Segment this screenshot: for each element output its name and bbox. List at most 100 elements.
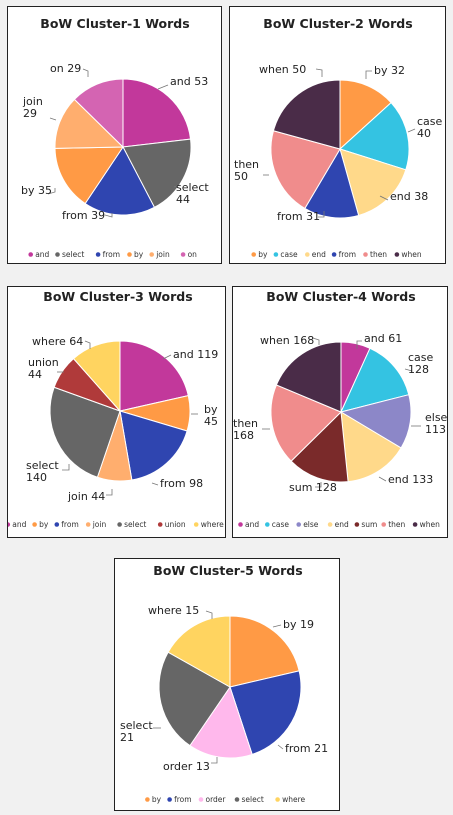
pie-slice-and: [122, 78, 192, 148]
legend-1: and select from by join on: [28, 250, 197, 259]
legend-marker-case: [265, 522, 270, 527]
legend-marker-and: [28, 252, 33, 257]
pie-slice-by: [229, 615, 300, 688]
pie-slice-select: [122, 138, 192, 208]
legend-label-by: by: [39, 520, 49, 529]
slice-label-by: by 32: [374, 64, 405, 77]
pie-slice-end: [340, 411, 402, 483]
legend-marker-by: [32, 522, 37, 527]
chart-title-3: BoW Cluster-3 Words: [43, 289, 192, 304]
chart-title-5: BoW Cluster-5 Words: [153, 563, 302, 578]
legend-label-from: from: [61, 520, 78, 529]
slice-label-when: when 50: [259, 63, 306, 76]
slice-label-sum: sum 128: [289, 481, 337, 494]
slice-label-else: else 113: [425, 411, 448, 436]
pie-chart-5: BoW Cluster-5 Words by 19 from 21 order 13…: [120, 563, 328, 804]
legend-marker-case: [273, 252, 279, 257]
legend-label-by: by: [134, 250, 144, 259]
slice-label-then: then 50: [234, 158, 259, 183]
legend-3: and by from join select union where: [8, 520, 224, 529]
chart-title-1: BoW Cluster-1 Words: [40, 16, 189, 31]
pie-slice-where: [72, 340, 121, 413]
leader-line-by: [272, 624, 282, 628]
leader-line-join: [106, 489, 113, 496]
leader-line-from: [104, 213, 113, 218]
legend-label-by: by: [152, 795, 162, 804]
pie-slice-select: [158, 651, 231, 747]
legend-label-and: and: [245, 520, 259, 529]
chart-panel-2: BoW Cluster-2 Words by 32 case 40 end 38 fro…: [229, 6, 446, 264]
legend-marker-by: [251, 252, 256, 257]
legend-label-sum: sum: [361, 520, 377, 529]
legend-marker-end: [327, 522, 333, 527]
pie-slice-when: [275, 341, 342, 413]
legend-label-case: case: [280, 250, 298, 259]
legend-label-from: from: [103, 250, 120, 259]
legend-marker-and: [238, 522, 243, 527]
chart-panel-4: BoW Cluster-4 Words and 61 case 128 else 113…: [232, 286, 448, 538]
pie-slice-then: [270, 130, 341, 210]
slice-label-where: where 64: [32, 335, 83, 348]
leader-line-when: [312, 337, 320, 345]
legend-marker-when: [412, 522, 418, 527]
slice-label-select: select 21: [120, 719, 153, 744]
legend-label-select: select: [242, 795, 264, 804]
slice-label-and: and 119: [173, 348, 218, 361]
legend-marker-from: [167, 797, 172, 802]
leader-line-from: [277, 744, 284, 750]
legend-label-join: join: [92, 520, 107, 529]
leader-line-end: [379, 195, 389, 201]
leader-line-by: [47, 188, 56, 195]
legend-label-join: join: [155, 250, 170, 259]
legend-label-when: when: [401, 250, 422, 259]
legend-marker-where: [275, 797, 280, 802]
slice-label-join: join 44: [67, 490, 105, 503]
leader-line-on: [82, 68, 89, 77]
leader-line-and: [157, 84, 169, 90]
slice-label-from: from 39: [62, 209, 105, 222]
slice-label-end: end 133: [388, 473, 433, 486]
legend-marker-when: [394, 252, 400, 257]
leader-line-by: [365, 70, 372, 79]
leader-line-case: [404, 368, 413, 372]
pie-slice-and: [119, 340, 189, 412]
chart-panel-5: BoW Cluster-5 Words by 19 from 21 order 13…: [114, 558, 340, 811]
pie-chart-2: BoW Cluster-2 Words by 32 case 40 end 38 fro…: [234, 16, 443, 259]
slice-label-when: when 168: [260, 334, 314, 347]
pie-slice-by: [339, 79, 392, 151]
leader-line-sum: [315, 482, 322, 488]
legend-marker-select: [55, 252, 60, 257]
pie-slice-by: [54, 146, 124, 205]
pie-chart-3: BoW Cluster-3 Words and 119 by 45 from 98 jo…: [8, 289, 224, 529]
legend-marker-order: [198, 797, 204, 802]
leader-line-order: [211, 757, 218, 764]
legend-label-and: and: [35, 250, 49, 259]
legend-marker-end: [305, 252, 310, 257]
pie-slice-end: [339, 148, 407, 217]
legend-label-end: end: [335, 520, 349, 529]
legend-marker-join: [149, 252, 154, 257]
slice-label-union: union 44: [28, 356, 59, 381]
legend-2: by case end from then when: [251, 250, 422, 259]
leader-line-and: [162, 354, 172, 360]
slice-label-and: and 53: [170, 75, 208, 88]
legend-marker-by: [145, 797, 150, 802]
leader-line-end: [378, 476, 387, 482]
chart-panel-1: BoW Cluster-1 Words and 53 select 44 from 3…: [7, 6, 222, 264]
legend-label-order: order: [206, 795, 227, 804]
legend-marker-join: [85, 522, 91, 527]
legend-marker-then: [363, 252, 368, 257]
pie-slice-from: [229, 670, 302, 756]
legend-marker-select: [117, 522, 122, 527]
legend-label-union: union: [165, 520, 186, 529]
chart-panel-3: BoW Cluster-3 Words and 119 by 45 from 98 jo…: [7, 286, 226, 538]
slice-label-select: select 140: [26, 459, 59, 484]
legend-label-select: select: [62, 250, 84, 259]
leader-line-select: [62, 464, 70, 471]
legend-marker-else: [296, 522, 301, 527]
legend-label-from: from: [174, 795, 191, 804]
legend-label-select: select: [124, 520, 146, 529]
legend-marker-by: [127, 252, 132, 257]
legend-5: by from order select where: [145, 795, 306, 804]
slice-label-order: order 13: [163, 760, 210, 773]
